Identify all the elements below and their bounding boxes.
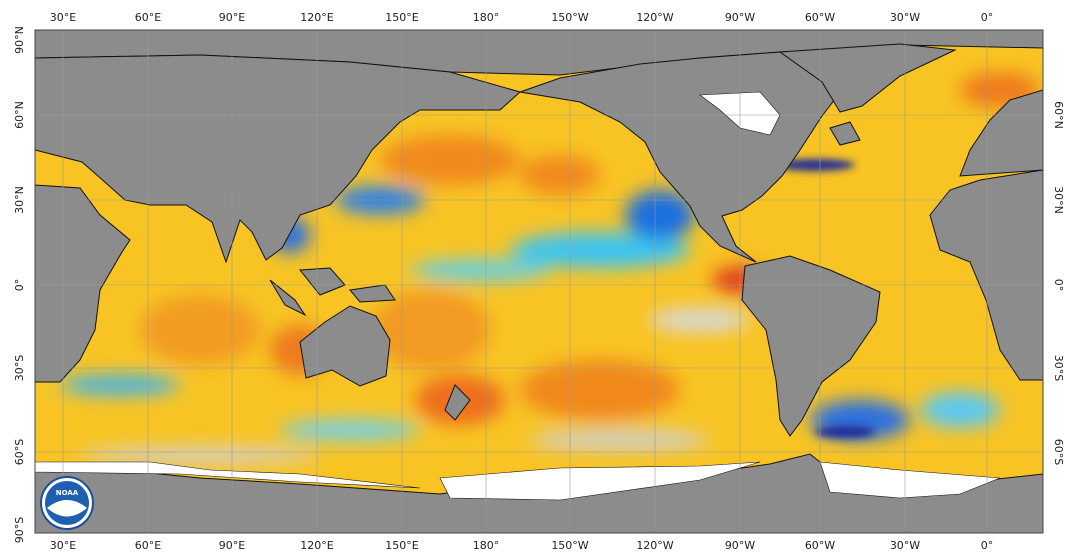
axis-labels: 30°E 60°E 90°E 120°E 150°E 180° 150°W 120°W 90°W…	[13, 11, 1065, 552]
bottom-lon-label: 120°W	[636, 539, 673, 552]
top-lon-label: 60°W	[805, 11, 835, 24]
bottom-lon-label: 90°E	[219, 539, 245, 552]
top-lon-label: 90°W	[725, 11, 755, 24]
top-lon-label: 0°	[981, 11, 994, 24]
left-lat-label: 60°S	[13, 439, 26, 465]
top-lon-label: 150°W	[551, 11, 588, 24]
map-frame	[34, 29, 1044, 534]
left-lat-label: 60°N	[13, 101, 26, 129]
right-lat-label: 60°S	[1052, 439, 1065, 465]
bottom-lon-label: 0°	[981, 539, 994, 552]
bottom-lon-label: 120°E	[300, 539, 333, 552]
right-lat-label: 30°N	[1052, 186, 1065, 214]
right-lat-label: 0°	[1052, 279, 1065, 292]
bottom-lon-label: 30°W	[890, 539, 920, 552]
bottom-lon-label: 150°E	[385, 539, 418, 552]
bottom-lon-label: 60°E	[135, 539, 161, 552]
left-lat-label: 30°S	[13, 355, 26, 381]
bottom-lon-label: 30°E	[50, 539, 76, 552]
bottom-lon-label: 150°W	[551, 539, 588, 552]
bottom-lon-label: 180°	[473, 539, 500, 552]
logo-text: NOAA	[56, 489, 79, 497]
top-lon-label: 30°E	[50, 11, 76, 24]
top-lon-label: 60°E	[135, 11, 161, 24]
top-lon-label: 30°W	[890, 11, 920, 24]
right-lat-label: 30°S	[1052, 355, 1065, 381]
bottom-lon-label: 60°W	[805, 539, 835, 552]
map-area	[35, 30, 1043, 533]
top-lon-label: 90°E	[219, 11, 245, 24]
bottom-lon-label: 90°W	[725, 539, 755, 552]
top-lon-label: 150°E	[385, 11, 418, 24]
noaa-logo: NOAA	[40, 476, 94, 530]
top-lon-label: 120°W	[636, 11, 673, 24]
top-lon-label: 120°E	[300, 11, 333, 24]
graticule	[35, 30, 1043, 533]
left-lat-label: 0°	[13, 279, 26, 292]
left-lat-label: 90°N	[13, 26, 26, 54]
left-lat-label: 90°S	[13, 517, 26, 543]
left-lat-label: 30°N	[13, 186, 26, 214]
right-lat-label: 60°N	[1052, 101, 1065, 129]
top-lon-label: 180°	[473, 11, 500, 24]
